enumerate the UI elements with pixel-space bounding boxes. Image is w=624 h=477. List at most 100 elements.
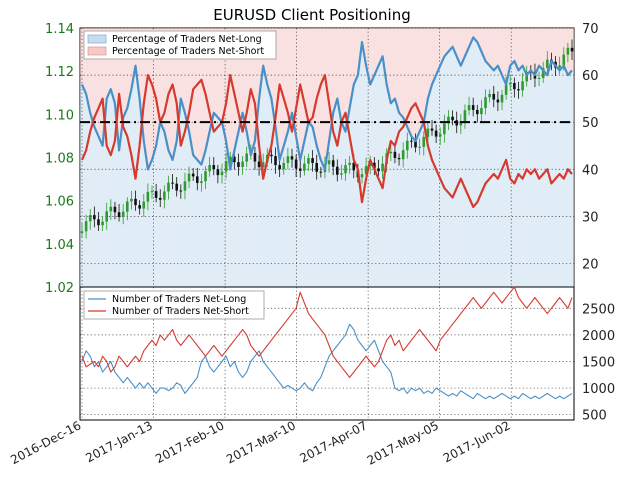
candle-body [163,191,166,200]
candle-body [88,215,92,222]
candle-body [418,146,421,148]
candle-body [537,77,541,79]
net-long-area [421,122,426,287]
net-long-area [331,112,336,287]
net-long-area [384,84,389,287]
net-short-area [154,28,159,146]
net-short-area [446,28,451,52]
net-long-area [248,155,253,287]
right-tick-label: 20 [582,257,599,272]
candle-body [438,134,442,137]
legend-short-label: Number of Traders Net-Short [112,306,249,317]
net-short-area [240,28,245,113]
net-short-area [84,28,89,94]
candle-body [286,156,290,163]
candle-body [525,71,529,82]
net-short-area [524,28,529,76]
net-long-area [306,122,311,287]
net-short-area [388,28,393,104]
candle-body [93,215,96,220]
net-short-area [244,28,249,132]
bottom-right-axis-ticks: 500 1000 1500 2000 2500 [582,302,615,423]
candle-body [261,162,265,168]
candle-body [80,231,84,234]
net-long-area [199,164,204,287]
net-short-area [479,28,484,52]
candle-body [545,59,549,68]
net-short-area [166,28,171,151]
net-short-area [162,28,167,132]
left-tick-label: 1.12 [45,65,74,80]
net-long-area [298,159,303,287]
net-short-area [487,28,492,66]
bottom-right-tick-label: 1000 [582,382,615,397]
candle-body [315,163,319,172]
net-long-area [149,159,155,287]
net-long-area [409,136,414,287]
net-short-area [327,28,332,142]
net-short-area [224,28,229,142]
net-short-area [331,28,336,113]
net-long-area [228,169,233,287]
top-legend: Percentage of Traders Net-Long Percentag… [83,30,277,60]
candle-body [364,166,368,175]
candle-body [513,82,516,90]
candle-body [500,94,504,103]
top-panel-candles [80,39,574,239]
left-tick-label: 1.08 [45,152,74,167]
net-short-area [413,28,418,142]
net-short-area [96,28,101,137]
candle-body [303,163,306,171]
candle-body [278,165,281,170]
net-short-area [516,28,521,71]
net-short-area [211,28,216,113]
candle-body [451,116,454,121]
net-long-area [187,131,192,287]
left-tick-label: 1.02 [45,281,74,296]
net-long-area [322,169,327,287]
net-short-area [401,28,406,118]
net-long-area [541,70,546,287]
net-long-area [129,89,134,287]
x-tick-label: 2017-Jun-02 [441,418,513,465]
net-short-area [314,28,319,146]
net-long-area [339,122,344,287]
net-long-area [483,60,488,287]
legend-frame [83,30,277,60]
net-long-area [368,84,373,287]
net-short-area [467,28,472,47]
candle-body [245,153,249,162]
net-short-area [294,28,299,137]
candle-body [397,157,401,160]
net-short-area [104,28,109,99]
net-short-area [170,28,175,160]
bottom-right-tick-label: 2000 [582,329,615,344]
chart-title: EURUSD Client Positioning [213,6,411,24]
net-short-area [125,28,130,109]
net-short-area [462,28,467,57]
net-short-area [339,28,344,123]
candle-body [529,71,533,73]
net-long-area [557,70,562,287]
candle-body [274,156,277,166]
net-short-area [417,28,422,132]
legend-long-label: Percentage of Traders Net-Long [112,34,262,45]
candle-body [237,162,240,167]
net-long-area [429,84,435,287]
net-short-area [512,28,517,61]
candle-body [311,158,314,164]
net-long-area [545,75,550,287]
net-long-area [203,150,208,287]
bottom-right-tick-label: 2500 [582,302,615,317]
candle-body [335,166,339,175]
net-long-percent-line [80,36,573,171]
candle-body [484,97,487,109]
candle-body [307,158,310,164]
candle-body [150,191,154,193]
right-axis-ticks: 20 30 40 50 60 70 [582,22,599,272]
net-long-area [516,70,521,287]
net-long-area [397,112,402,287]
net-short-percent-line [80,74,573,208]
right-tick-label: 70 [582,22,599,37]
